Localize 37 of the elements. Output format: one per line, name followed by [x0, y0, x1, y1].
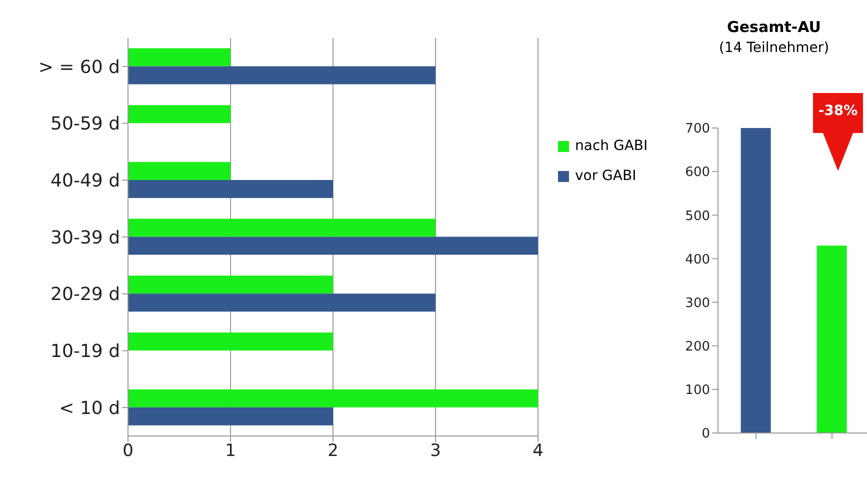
bar	[128, 218, 436, 237]
chart-title: Gesamt-AU	[726, 18, 822, 36]
y-tick-label: 20-29 d	[50, 284, 120, 306]
bar	[128, 48, 230, 66]
x-tick-label: 4	[532, 441, 544, 462]
y-tick-label: 500	[685, 208, 710, 224]
bar	[128, 180, 333, 198]
text: -38%	[817, 103, 859, 119]
bar	[128, 389, 538, 408]
y-tick-label: 400	[685, 252, 710, 268]
y-tick-label: 50-59 d	[50, 114, 120, 135]
legend-label: nach GABI	[575, 138, 648, 154]
x-tick-label: 1	[225, 441, 236, 462]
chart-subtitle: (14 Teilnehmer)	[718, 40, 830, 56]
y-tick-label: > = 60 d	[38, 56, 120, 78]
y-tick-label: 30-39 d	[50, 227, 120, 248]
x-tick-label: 0	[122, 441, 134, 462]
y-tick-label: < 10 d	[59, 398, 120, 419]
bar	[128, 162, 230, 180]
y-tick-label: 200	[685, 339, 710, 354]
y-tick-label: 40-49 d	[50, 170, 120, 192]
bar	[128, 276, 333, 294]
y-tick-label: 300	[685, 296, 710, 311]
bar	[128, 105, 230, 124]
y-tick-label: 100	[685, 383, 710, 398]
bar	[128, 332, 333, 351]
bar	[128, 236, 538, 255]
bar	[128, 407, 333, 426]
y-tick-label: 0	[702, 426, 710, 442]
x-tick-label: 2	[328, 441, 338, 462]
bar	[128, 66, 436, 84]
x-tick-label: 3	[430, 441, 441, 462]
bar	[128, 294, 436, 312]
y-tick-label: 600	[685, 165, 710, 180]
legend-label: vor GABI	[575, 168, 636, 184]
y-tick-label: 700	[685, 122, 710, 137]
y-tick-label: 10-19 d	[50, 341, 120, 362]
